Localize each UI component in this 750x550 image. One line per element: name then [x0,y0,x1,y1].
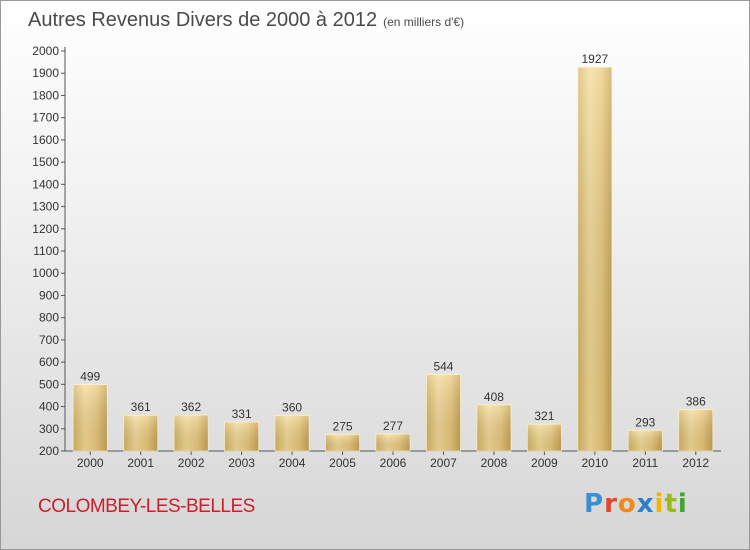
proxiti-logo[interactable]: Proxiti [584,489,688,519]
bar-shade [224,421,259,451]
x-tick-label: 2005 [329,456,356,470]
y-axis: 200 300 400 500 600 700 800 900 1000 1100 1200 1300… [32,44,66,458]
logo-letter: i [677,489,688,519]
x-tick-label: 2008 [481,456,508,470]
x-tick-label: 2004 [279,456,306,470]
commune-name: COLOMBEY-LES-BELLES [38,496,255,517]
data-label: 1927 [581,52,608,66]
data-label: 361 [131,400,151,414]
x-tick-label: 2011 [632,456,658,470]
y-tick-label: 2000 [32,44,59,58]
data-label: 408 [484,390,504,404]
bar-shade [325,434,360,451]
y-tick-label: 1200 [32,222,59,236]
chart-title: Autres Revenus Divers de 2000 à 2012 (en … [28,9,464,32]
y-tick-label: 1500 [32,155,59,169]
logo-letter: P [584,489,605,519]
y-tick-label: 400 [39,400,59,414]
bar-shade [275,415,310,451]
chart-title-text: Autres Revenus Divers de 2000 à 2012 [28,9,378,31]
x-tick-label: 2009 [531,456,558,470]
bar-shade [73,384,108,451]
y-tick-label: 1300 [32,200,59,214]
bar-shade [376,433,410,451]
chart-subtitle: (en milliers d'€) [383,15,465,29]
logo-letter: t [664,489,678,519]
y-tick-label: 900 [39,288,59,302]
y-tick-label: 500 [39,377,59,391]
y-tick-label: 1400 [32,177,59,191]
data-label: 277 [383,419,403,433]
bar-shade [123,415,158,451]
y-tick-label: 300 [39,422,59,436]
x-tick-label: 2012 [682,456,709,470]
y-tick-label: 600 [39,355,59,369]
bar-shade [527,424,562,451]
bar-shade [628,430,663,451]
y-tick-label: 1800 [32,88,59,102]
data-label: 275 [333,419,353,433]
x-tick-label: 2007 [430,456,457,470]
bar-shade [476,404,511,451]
data-label: 360 [282,400,302,414]
y-tick-label: 1600 [32,133,59,147]
bar-shade [678,409,713,451]
y-tick-label: 1900 [32,66,59,80]
logo-letter: x [636,489,655,519]
data-label: 321 [534,409,554,423]
x-axis: 2000 2001 2002 2003 2004 2005 2006 2007 2008 2009… [65,450,721,470]
x-tick-label: 2003 [228,456,255,470]
data-label: 386 [686,395,706,409]
x-tick-label: 2001 [127,456,154,470]
x-tick-label: 2010 [581,456,608,470]
data-label: 293 [635,415,655,429]
bar-shade [174,415,209,451]
x-tick-label: 2002 [178,456,205,470]
x-tick-label: 2000 [77,456,104,470]
y-tick-label: 200 [39,444,59,458]
data-label: 544 [433,360,453,374]
data-label: 499 [80,370,100,384]
logo-letter: r [604,489,618,519]
y-tick-label: 1700 [32,111,59,125]
y-tick-label: 1000 [32,266,59,280]
y-tick-label: 700 [39,333,59,347]
bar-shade [426,374,461,451]
y-tick-label: 800 [39,311,59,325]
logo-letter: i [654,489,665,519]
data-label: 362 [181,400,201,414]
data-label: 331 [232,407,252,421]
x-tick-label: 2006 [380,456,407,470]
bars-group [72,66,714,452]
data-labels-group: 499 361 362 331 360 275 277 544 408 321 1927 293 386 [80,52,706,433]
bar-shade [577,67,612,451]
y-tick-label: 1100 [33,244,59,258]
logo-letter: o [617,489,637,519]
